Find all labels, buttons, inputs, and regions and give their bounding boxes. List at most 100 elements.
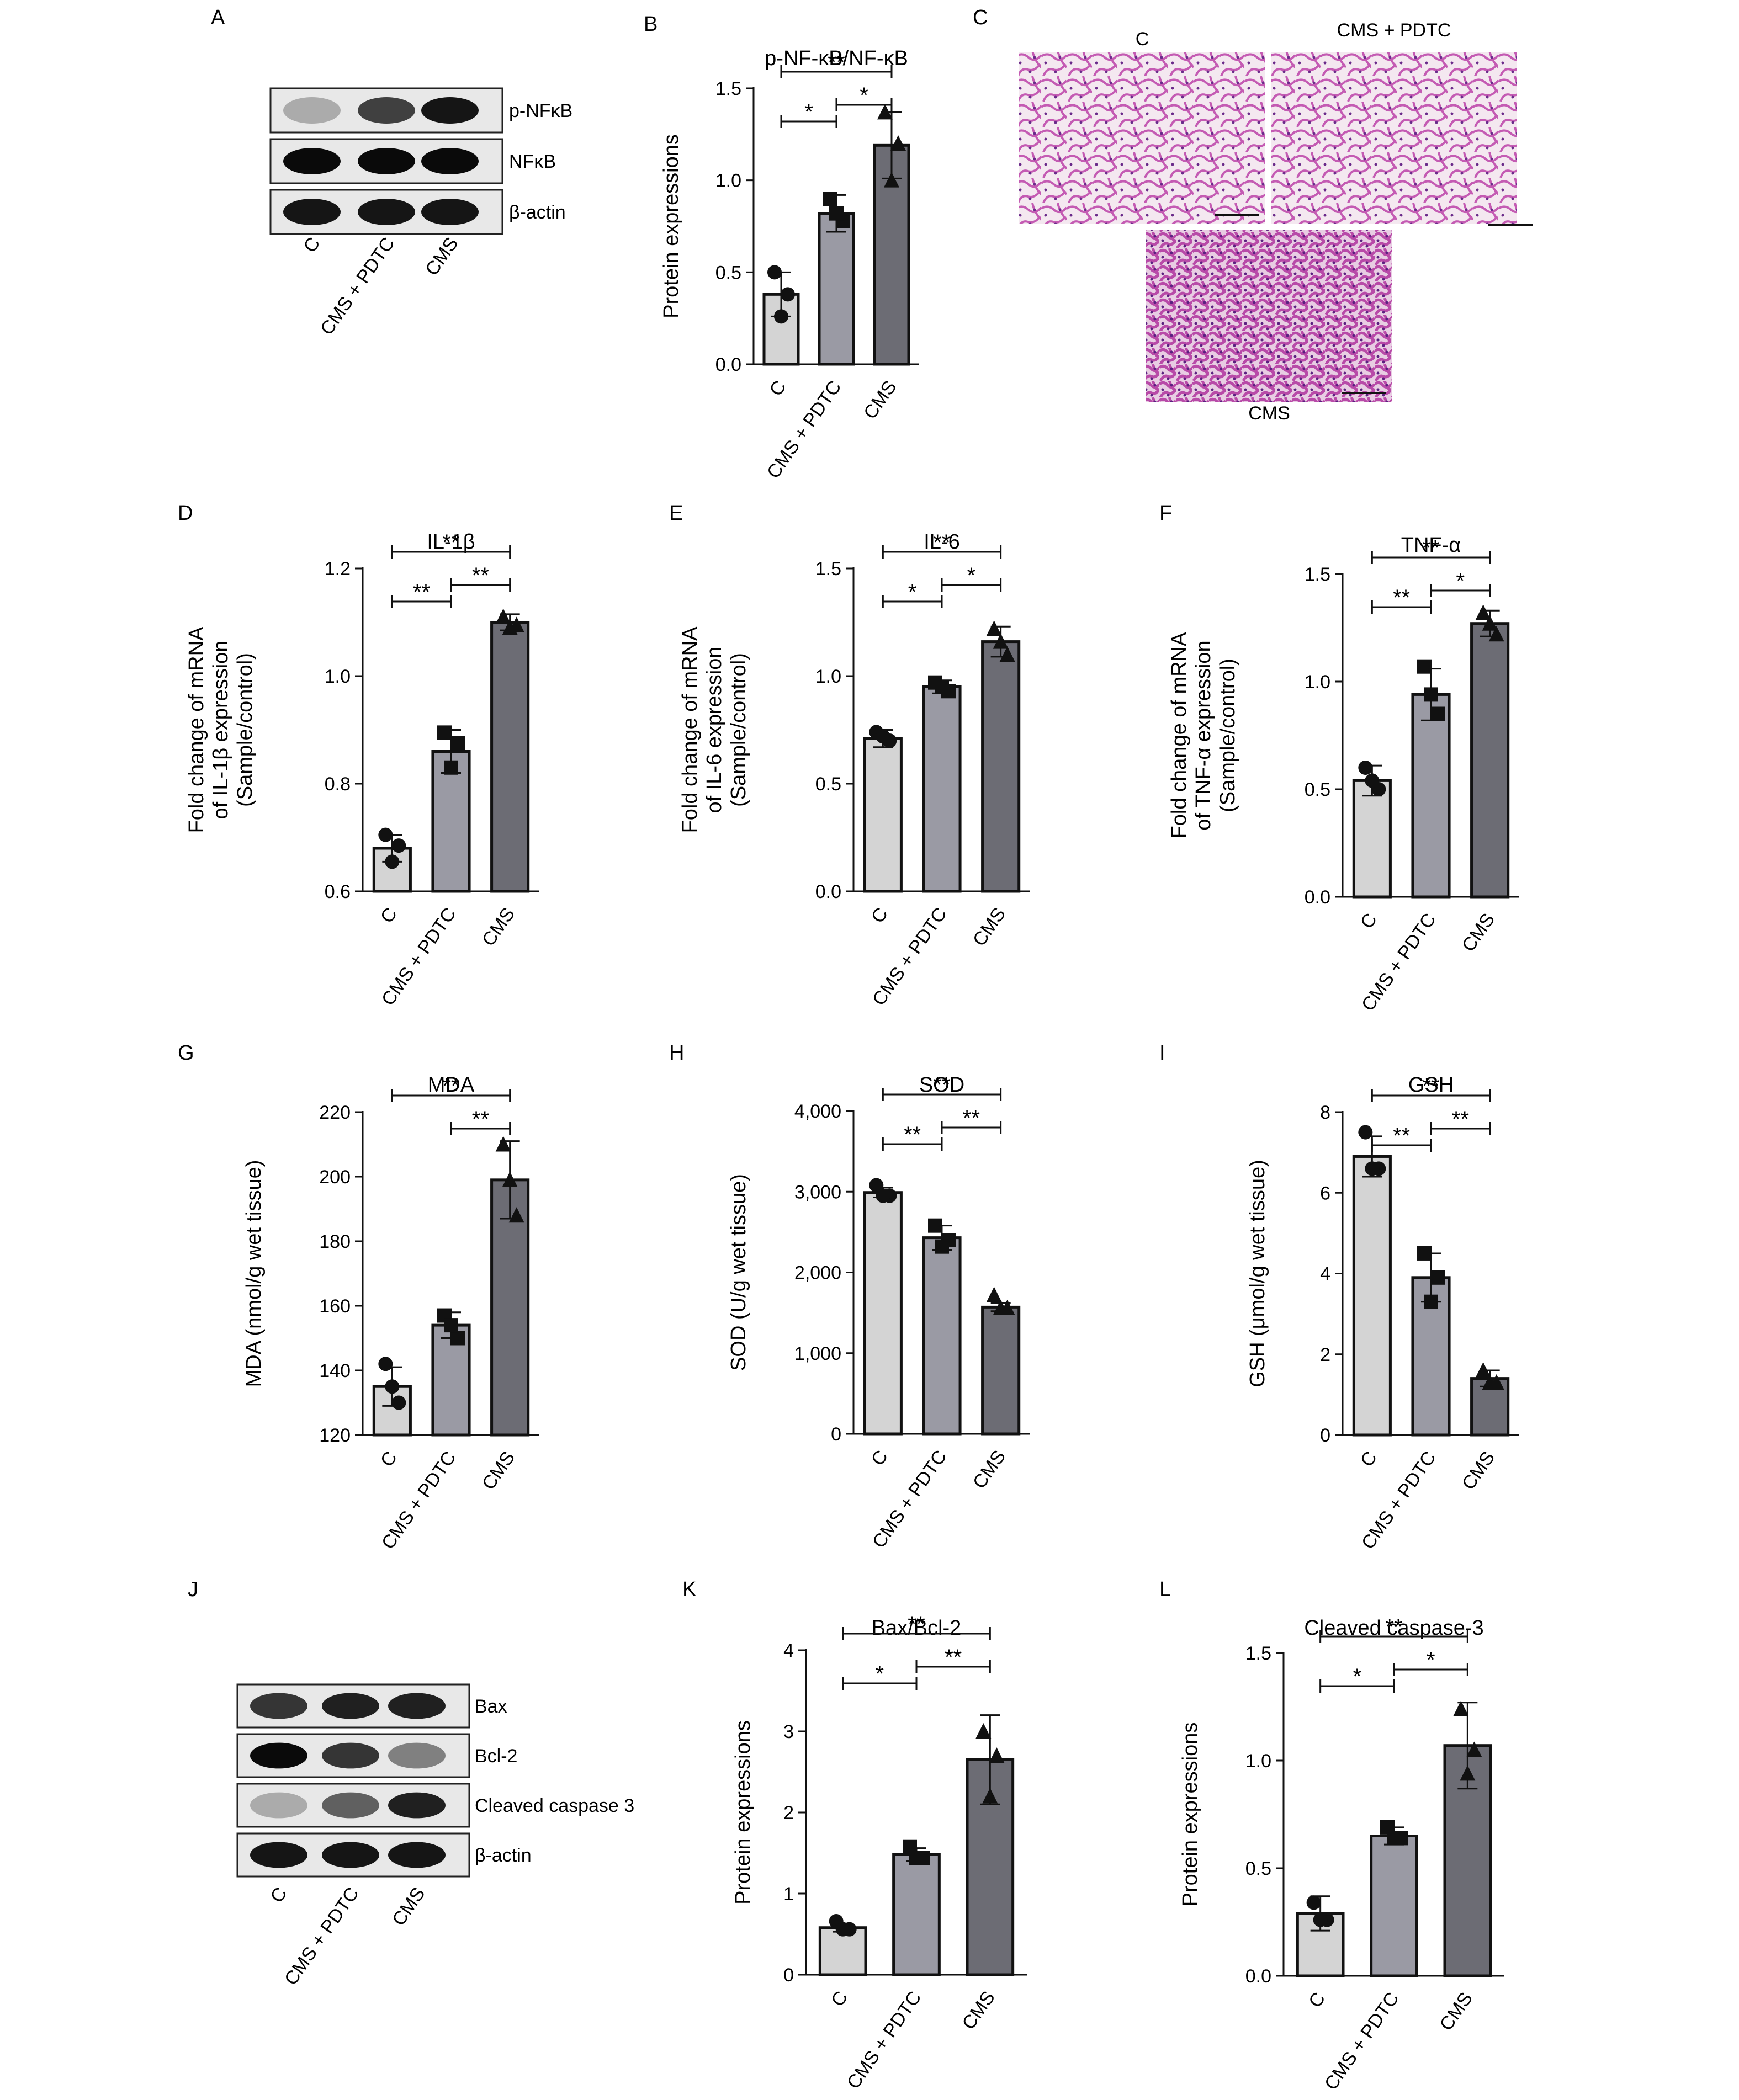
y-tick-label: 3: [783, 1721, 794, 1742]
data-point: [835, 1922, 850, 1937]
x-tick-label: CMS: [969, 904, 1010, 950]
x-tick-label: C: [827, 1987, 852, 2011]
y-axis-label: Protein expressions: [660, 134, 683, 318]
x-tick-label: CMS: [860, 377, 900, 423]
histology-image-c: [1019, 52, 1265, 224]
panel-letter-i: I: [1159, 1041, 1165, 1065]
significance-label: *: [860, 83, 868, 108]
bar: [1370, 1835, 1418, 1977]
x-tick-label: CMS: [478, 1448, 519, 1494]
y-tick-label: 4: [783, 1640, 794, 1661]
significance-label: **: [1385, 1615, 1402, 1639]
y-axis-label: Fold change of mRNA: [185, 626, 208, 833]
histology-image-cms: [1146, 230, 1392, 402]
data-point: [975, 1723, 992, 1739]
chart-title: SOD: [919, 1073, 964, 1097]
data-point: [450, 1331, 465, 1346]
blot-band: [250, 1842, 307, 1868]
data-point: [378, 1357, 393, 1371]
panel-letter-a: A: [211, 6, 225, 29]
data-point: [935, 679, 949, 694]
y-tick-label: 2: [783, 1803, 794, 1823]
blot-band: [421, 148, 479, 174]
blot-band: [322, 1842, 379, 1868]
data-point: [884, 172, 899, 188]
significance-label: **: [963, 1106, 980, 1130]
blot-lane-label: C: [299, 233, 324, 257]
significance-label: **: [1393, 1124, 1410, 1148]
data-point: [495, 1136, 511, 1152]
data-point: [890, 135, 906, 151]
chart-title: TNF-α: [1401, 534, 1461, 557]
histology-label-c: C: [1136, 29, 1149, 50]
y-tick-label: 1.5: [1305, 564, 1330, 585]
y-tick-label: 1.5: [715, 78, 741, 99]
x-tick-label: C: [867, 1447, 892, 1470]
data-point: [391, 838, 406, 853]
data-point: [909, 1851, 924, 1865]
data-point: [876, 1188, 890, 1203]
bar-chart-e: IL-6 0.0 0.5 1.0 1.5 Fold change of mRNA of IL…: [678, 530, 1030, 1009]
blot-band: [250, 1742, 307, 1769]
significance-label: *: [1456, 569, 1465, 593]
x-tick-label: C: [377, 904, 401, 927]
bar-chart-g: MDA 120 140 160 180 200 220 MDA (nmol/g wet tis…: [242, 1073, 539, 1553]
x-tick-label: CMS: [1435, 1989, 1476, 2035]
y-tick-label: 1: [783, 1884, 794, 1905]
significance-label: **: [442, 530, 459, 555]
y-axis-label: Protein expressions: [1179, 1722, 1202, 1907]
data-point: [1453, 1700, 1469, 1716]
data-point: [508, 1207, 524, 1223]
data-point: [989, 1747, 1005, 1763]
bar-chart-f: TNF-α 0.0 0.5 1.0 1.5 Fold change of mRNA of T…: [1168, 534, 1519, 1015]
data-point: [1482, 1374, 1498, 1390]
y-tick-label: 0.0: [1305, 887, 1330, 908]
significance-label: **: [413, 580, 430, 604]
significance-label: *: [804, 100, 813, 124]
chart-title: GSH: [1408, 1073, 1454, 1097]
bar: [818, 212, 855, 366]
blot-band: [250, 1693, 307, 1719]
data-point: [502, 1171, 518, 1187]
significance-label: **: [1393, 586, 1410, 610]
y-tick-label: 0: [831, 1424, 841, 1445]
bar: [981, 1305, 1021, 1436]
bar: [863, 1191, 903, 1436]
y-tick-label: 2,000: [794, 1263, 841, 1284]
panel-letter-g: G: [178, 1041, 194, 1065]
data-point: [1313, 1912, 1328, 1927]
y-tick-label: 0: [783, 1965, 794, 1986]
blot-lane-label: CMS: [388, 1884, 429, 1930]
significance-label: **: [904, 1123, 921, 1147]
data-point: [1430, 1270, 1445, 1285]
y-axis-label: (Sample/control): [727, 653, 750, 807]
y-tick-label: 0.0: [815, 881, 841, 902]
significance-label: *: [876, 1662, 884, 1686]
significance-label: **: [1422, 536, 1439, 560]
significance-label: **: [442, 1074, 459, 1098]
y-axis-label: Fold change of mRNA: [678, 626, 702, 833]
blot-band: [388, 1693, 446, 1719]
data-point: [1466, 1741, 1482, 1757]
significance-label: *: [1353, 1665, 1362, 1689]
bar: [981, 640, 1021, 893]
y-tick-label: 1.0: [715, 171, 741, 192]
significance-label: **: [1452, 1107, 1469, 1131]
data-point: [385, 854, 400, 869]
data-point: [1358, 761, 1373, 775]
blot-lane-label: C: [266, 1884, 291, 1907]
blot-band-label: Bcl-2: [475, 1746, 517, 1767]
x-tick-label: CMS: [1458, 910, 1499, 956]
data-point: [378, 827, 393, 842]
data-point: [1430, 706, 1445, 721]
panel-letter-f: F: [1159, 502, 1172, 525]
blot-band: [322, 1792, 379, 1819]
y-tick-label: 4: [1320, 1264, 1330, 1285]
significance-label: **: [908, 1612, 925, 1636]
data-point: [1460, 1765, 1476, 1781]
data-point: [1424, 1294, 1438, 1309]
data-point: [935, 1239, 949, 1254]
